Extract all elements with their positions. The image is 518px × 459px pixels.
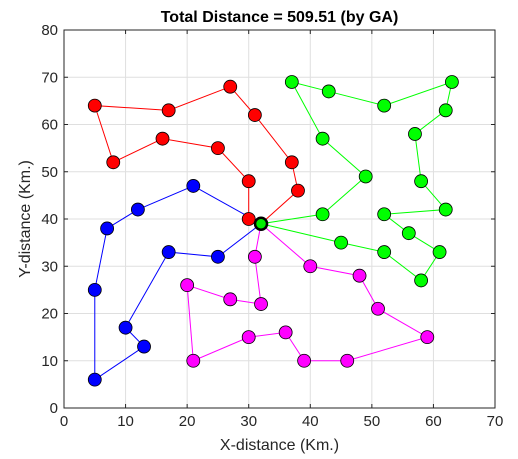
- city-point: [438, 202, 453, 217]
- y-tick-label: 20: [41, 306, 58, 323]
- city-point: [377, 207, 392, 222]
- city-point: [241, 174, 256, 189]
- city-point: [161, 245, 176, 259]
- city-point: [223, 292, 238, 307]
- city-point: [377, 245, 392, 259]
- city-point: [223, 79, 238, 94]
- city-point: [211, 249, 225, 264]
- city-point: [420, 330, 435, 345]
- depot-point: [253, 216, 269, 231]
- city-point: [87, 282, 102, 297]
- city-point: [352, 268, 367, 283]
- city-point: [334, 235, 348, 250]
- city-point: [315, 207, 330, 222]
- city-point: [241, 212, 256, 226]
- city-point: [340, 353, 355, 368]
- city-point: [241, 330, 256, 345]
- city-point: [377, 98, 392, 113]
- city-point: [321, 84, 336, 99]
- city-point: [186, 353, 201, 368]
- city-point: [87, 372, 102, 387]
- y-tick-label: 0: [50, 400, 58, 417]
- city-point: [161, 103, 176, 118]
- city-point: [106, 155, 121, 170]
- city-point: [414, 174, 429, 189]
- city-point: [186, 179, 201, 193]
- city-point: [247, 249, 262, 264]
- city-point: [444, 75, 459, 89]
- city-point: [155, 131, 170, 146]
- city-point: [358, 169, 373, 184]
- city-point: [137, 339, 151, 354]
- city-point: [100, 221, 114, 236]
- city-point: [130, 202, 145, 217]
- city-point: [401, 226, 416, 241]
- city-point: [414, 273, 429, 288]
- city-point: [408, 127, 422, 141]
- y-tick-label: 30: [41, 258, 58, 275]
- city-point: [291, 183, 305, 198]
- city-point: [284, 155, 299, 170]
- x-tick-label: 0: [60, 413, 68, 430]
- axis-ticks: 0 10 20 30 40 50 60 70 0 10 20 30 40 50 60 70 80: [41, 22, 503, 430]
- x-tick-label: 70: [487, 413, 504, 430]
- city-point: [297, 353, 312, 368]
- city-point: [180, 278, 195, 293]
- y-tick-label: 70: [41, 69, 58, 86]
- y-tick-label: 50: [41, 164, 58, 181]
- x-tick-label: 40: [302, 413, 319, 430]
- city-point: [315, 131, 330, 146]
- city-points: [87, 75, 459, 387]
- y-tick-label: 60: [41, 117, 58, 134]
- city-point: [87, 98, 102, 113]
- x-axis-label: X-distance (Km.): [220, 437, 339, 454]
- city-point: [432, 245, 447, 259]
- city-point: [278, 325, 293, 340]
- city-point: [247, 108, 262, 122]
- city-point: [371, 301, 385, 316]
- city-point: [118, 320, 133, 335]
- grid: [63, 29, 496, 409]
- x-tick-label: 10: [117, 413, 134, 430]
- x-tick-label: 30: [240, 413, 257, 430]
- y-tick-label: 40: [41, 211, 58, 228]
- y-axis-label: Y-distance (Km.): [17, 160, 34, 278]
- city-point: [438, 103, 453, 118]
- city-point: [211, 141, 225, 156]
- chart-title: Total Distance = 509.51 (by GA): [161, 9, 399, 26]
- city-point: [254, 297, 268, 311]
- x-tick-label: 60: [425, 413, 442, 430]
- x-tick-label: 50: [364, 413, 381, 430]
- x-tick-label: 20: [179, 413, 196, 430]
- city-point: [303, 259, 318, 274]
- y-tick-label: 80: [41, 22, 58, 39]
- city-point: [284, 75, 299, 89]
- y-tick-label: 10: [41, 353, 58, 370]
